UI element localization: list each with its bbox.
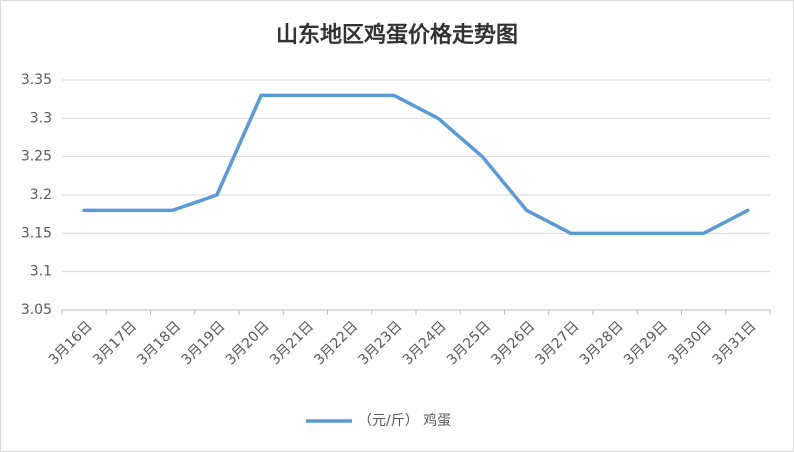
chart-title: 山东地区鸡蛋价格走势图 [276, 22, 518, 48]
y-tick-label: 3.25 [21, 149, 52, 165]
y-tick-label: 3.05 [21, 302, 52, 318]
y-tick-label: 3.2 [30, 187, 52, 203]
y-tick-label: 3.15 [21, 225, 52, 241]
y-tick-label: 3.35 [21, 72, 52, 88]
y-tick-label: 3.3 [30, 110, 52, 126]
y-tick-label: 3.1 [30, 264, 52, 280]
data-line [82, 93, 750, 236]
legend-label: （元/斤） 鸡蛋 [358, 412, 451, 429]
